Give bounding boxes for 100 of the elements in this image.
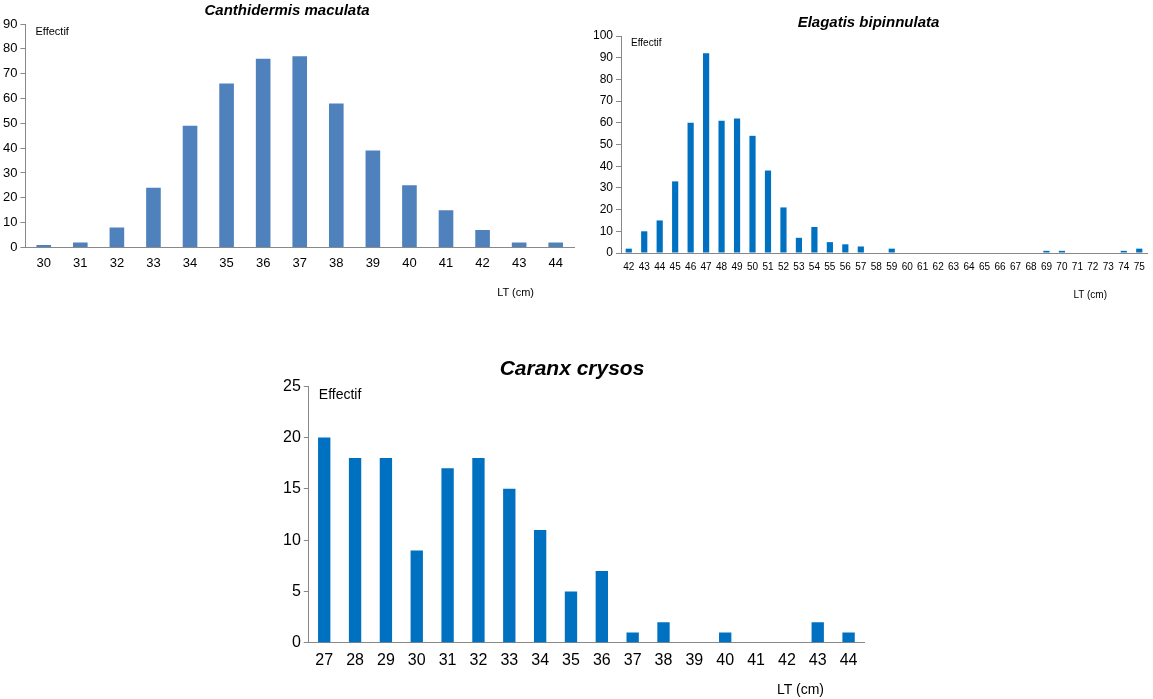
bar xyxy=(441,468,454,643)
bar xyxy=(826,242,833,253)
x-tick-label: 30 xyxy=(36,254,51,270)
bar xyxy=(255,58,271,247)
x-tick-label: 48 xyxy=(716,260,728,272)
x-tick-label: 51 xyxy=(762,260,774,272)
x-tick-label: 70 xyxy=(1056,260,1068,272)
bar xyxy=(641,231,648,253)
y-tick-label: 30 xyxy=(599,180,614,195)
x-tick-label: 44 xyxy=(548,254,563,270)
x-tick-label: 66 xyxy=(994,260,1007,272)
x-tick-label: 56 xyxy=(839,260,852,272)
y-tick-label: 20 xyxy=(283,427,301,445)
y-tick-label: 10 xyxy=(599,223,614,238)
x-tick-label: 35 xyxy=(562,650,580,668)
x-tick-label: 36 xyxy=(255,254,271,270)
x-tick-label: 37 xyxy=(623,650,642,668)
y-tick-label: 5 xyxy=(291,581,301,599)
bar xyxy=(795,237,803,253)
x-tick-label: 43 xyxy=(808,650,827,668)
x-tick-label: 32 xyxy=(469,650,488,668)
x-tick-label: 43 xyxy=(511,254,527,270)
x-tick-label: 34 xyxy=(531,650,550,668)
x-tick-label: 39 xyxy=(365,254,381,270)
x-tick-label: 33 xyxy=(500,650,519,668)
bar xyxy=(764,170,772,253)
bar xyxy=(146,187,161,247)
bar xyxy=(328,103,344,247)
y-tick-label: 80 xyxy=(2,40,18,56)
x-tick-label: 28 xyxy=(346,650,365,668)
y-tick-label: 90 xyxy=(2,15,18,31)
bar xyxy=(73,242,88,247)
x-tick-label: 40 xyxy=(716,650,735,668)
x-tick-label: 30 xyxy=(407,650,426,668)
bar xyxy=(182,125,198,247)
y-tick-label: 60 xyxy=(599,115,614,130)
bar xyxy=(292,56,308,247)
x-tick-label: 44 xyxy=(654,260,666,272)
y-tick-label: 40 xyxy=(599,158,614,173)
x-axis-title: LT (cm) xyxy=(1073,288,1107,300)
x-tick-label: 42 xyxy=(777,650,796,668)
x-tick-label: 50 xyxy=(746,260,759,272)
x-tick-label: 31 xyxy=(438,650,457,668)
y-tick-label: 25 xyxy=(283,376,301,394)
bar xyxy=(842,632,855,643)
bar xyxy=(318,437,331,643)
x-tick-label: 35 xyxy=(219,254,234,270)
x-tick-label: 36 xyxy=(592,650,611,668)
y-tick-label: 20 xyxy=(599,201,614,216)
bar xyxy=(410,550,423,643)
x-tick-label: 67 xyxy=(1009,260,1022,272)
chart-title: Elagatis bipinnulata xyxy=(797,13,940,31)
y-tick-label: 30 xyxy=(2,164,18,180)
y-axis-title: Effectif xyxy=(631,36,662,48)
x-tick-label: 46 xyxy=(685,260,697,272)
x-tick-label: 71 xyxy=(1071,260,1084,272)
x-tick-label: 41 xyxy=(438,254,454,270)
x-tick-label: 38 xyxy=(654,650,673,668)
x-tick-label: 60 xyxy=(901,260,914,272)
x-tick-label: 47 xyxy=(700,260,713,272)
x-tick-label: 31 xyxy=(73,254,88,270)
x-tick-label: 44 xyxy=(839,650,858,668)
y-tick-label: 10 xyxy=(2,214,18,230)
x-tick-label: 62 xyxy=(932,260,945,272)
x-tick-label: 43 xyxy=(638,260,651,272)
bar xyxy=(365,150,381,247)
bar xyxy=(656,220,663,253)
y-tick-label: 40 xyxy=(2,139,18,155)
x-tick-label: 57 xyxy=(855,260,867,272)
bar xyxy=(657,622,670,643)
bar xyxy=(672,181,679,253)
y-tick-label: 70 xyxy=(2,65,18,81)
y-axis-title: Effectif xyxy=(318,386,362,403)
x-tick-label: 37 xyxy=(292,254,307,270)
bar xyxy=(780,207,787,253)
y-tick-label: 70 xyxy=(599,93,614,108)
x-tick-label: 38 xyxy=(329,254,344,270)
x-tick-label: 55 xyxy=(824,260,836,272)
y-tick-label: 20 xyxy=(2,189,18,205)
y-tick-label: 80 xyxy=(599,71,614,86)
bar xyxy=(348,458,362,643)
x-tick-label: 61 xyxy=(917,260,929,272)
bar xyxy=(749,135,756,253)
bar xyxy=(625,248,632,253)
bar xyxy=(1136,248,1143,253)
bar xyxy=(548,242,564,247)
x-tick-label: 73 xyxy=(1102,260,1115,272)
bar xyxy=(564,591,578,643)
x-tick-label: 52 xyxy=(777,260,790,272)
bar xyxy=(733,118,741,253)
x-tick-label: 72 xyxy=(1087,260,1099,272)
bar xyxy=(475,230,490,247)
bar xyxy=(379,458,393,643)
x-tick-label: 65 xyxy=(979,260,991,272)
x-axis-title: LT (cm) xyxy=(497,285,534,298)
x-tick-label: 29 xyxy=(377,650,395,668)
x-tick-label: 34 xyxy=(182,254,198,270)
y-tick-label: 50 xyxy=(599,136,614,151)
x-axis-title: LT (cm) xyxy=(777,680,824,697)
bar xyxy=(703,53,710,253)
